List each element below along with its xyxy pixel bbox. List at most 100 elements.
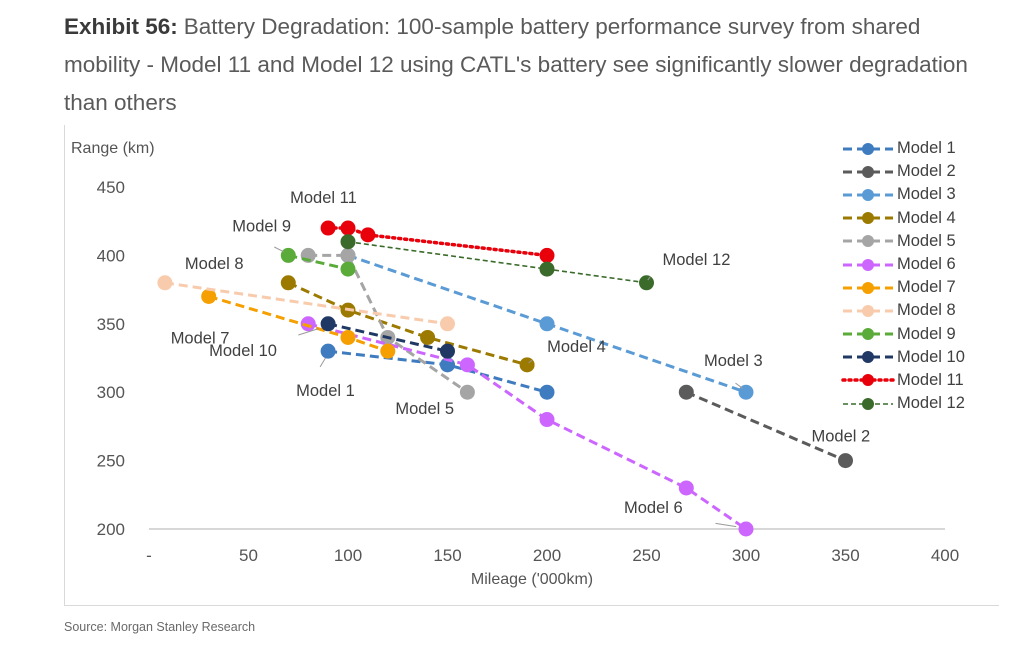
model-9-leader-line — [274, 246, 285, 253]
model-1-leader-line — [319, 357, 326, 368]
chart-legend: Model 1 Model 2 Model 3 Model 4 Model 5 Model… — [841, 137, 991, 415]
legend-label: Model 4 — [897, 208, 956, 227]
legend-swatch-model-2 — [843, 165, 893, 178]
model-1-point — [539, 384, 555, 400]
model-6-leader-line — [715, 522, 737, 528]
legend-marker-model-3 — [862, 188, 874, 201]
y-tick-label: 400 — [97, 246, 125, 265]
legend-marker-model-5 — [862, 235, 874, 248]
model-4-point — [519, 357, 535, 373]
model-5-point — [340, 247, 356, 263]
legend-label: Model 3 — [897, 185, 956, 204]
x-tick-label: 400 — [931, 546, 959, 565]
model-6-point — [300, 316, 316, 332]
x-tick-label: 250 — [632, 546, 660, 565]
legend-marker-model-10 — [862, 351, 874, 364]
model-8-annotation: Model 8 — [185, 255, 244, 273]
model-10-annotation: Model 10 — [209, 342, 277, 360]
model-4-point — [280, 275, 296, 291]
model-2-annotation: Model 2 — [812, 428, 871, 446]
model-12-annotation: Model 12 — [663, 251, 731, 269]
y-tick-label: 200 — [97, 520, 125, 539]
legend-swatch-model-7 — [843, 281, 893, 294]
legend-marker-model-1 — [862, 142, 874, 155]
legend-swatch-model-10 — [843, 351, 893, 364]
model-5-line — [308, 253, 469, 394]
legend-label: Model 2 — [897, 162, 956, 181]
legend-marker-model-9 — [862, 328, 874, 341]
y-tick-label: 300 — [97, 383, 125, 402]
y-tick-label: 450 — [97, 178, 125, 197]
legend-swatch-model-4 — [843, 212, 893, 225]
model-2-point — [838, 453, 853, 469]
model-7-point — [340, 329, 356, 345]
model-1-annotation: Model 1 — [296, 382, 355, 400]
model-12-point — [340, 234, 356, 250]
x-tick-label: - — [146, 546, 152, 565]
model-6-point — [678, 480, 694, 496]
x-tick-label: 350 — [831, 546, 859, 565]
legend-label: Model 7 — [897, 278, 956, 297]
model-1-point — [320, 343, 336, 359]
legend-label: Model 6 — [897, 255, 956, 274]
legend-marker-model-4 — [862, 212, 874, 225]
model-7-annotation: Model 7 — [171, 329, 230, 347]
exhibit-label: Exhibit 56: — [64, 14, 178, 39]
model-12-leader-line — [647, 276, 651, 281]
model-12-line — [347, 240, 647, 284]
legend-item-model-1: Model 1 — [841, 137, 991, 160]
model-9-line — [287, 253, 349, 271]
model-4-annotation: Model 4 — [547, 338, 606, 356]
legend-label: Model 11 — [897, 370, 964, 389]
model-6-point — [459, 357, 475, 373]
model-3-leader-line — [735, 382, 743, 389]
model-6-point — [738, 521, 754, 537]
model-10-point — [320, 316, 336, 332]
legend-item-model-7: Model 7 — [841, 276, 991, 299]
source-note: Source: Morgan Stanley Research — [64, 620, 256, 634]
legend-marker-model-6 — [862, 258, 874, 271]
x-tick-label: 200 — [533, 546, 561, 565]
model-11-point — [539, 247, 555, 263]
model-10-point — [440, 343, 455, 359]
legend-marker-model-8 — [862, 304, 874, 317]
model-6-annotation: Model 6 — [624, 499, 683, 517]
legend-item-model-12: Model 12 — [841, 392, 991, 415]
exhibit-title: Battery Degradation: 100-sample battery … — [64, 14, 968, 115]
legend-marker-model-12 — [862, 397, 874, 410]
legend-swatch-model-6 — [843, 258, 893, 271]
legend-item-model-8: Model 8 — [841, 299, 991, 322]
x-tick-label: 100 — [334, 546, 362, 565]
x-tick-label: 300 — [732, 546, 760, 565]
x-tick-label: 150 — [433, 546, 461, 565]
legend-swatch-model-5 — [843, 235, 893, 248]
legend-swatch-model-3 — [843, 188, 893, 201]
model-10-leader-line — [298, 328, 319, 336]
legend-marker-model-2 — [862, 165, 874, 178]
legend-item-model-6: Model 6 — [841, 253, 991, 276]
legend-marker-model-11 — [862, 374, 874, 387]
legend-swatch-model-9 — [843, 328, 893, 341]
legend-item-model-3: Model 3 — [841, 183, 991, 206]
y-tick-label: 250 — [97, 452, 125, 471]
model-12-point — [639, 275, 654, 291]
legend-marker-model-7 — [862, 281, 874, 294]
model-11-point — [360, 227, 376, 243]
model-11-point — [320, 220, 336, 236]
exhibit-header: Exhibit 56: Battery Degradation: 100-samp… — [64, 8, 994, 122]
model-8-point — [157, 275, 173, 291]
legend-label: Model 1 — [897, 139, 956, 158]
model-6-point — [539, 412, 555, 428]
legend-item-model-10: Model 10 — [841, 346, 991, 369]
legend-swatch-model-8 — [843, 304, 893, 317]
model-12-point — [539, 261, 555, 277]
legend-swatch-model-1 — [843, 142, 893, 155]
legend-label: Model 8 — [897, 301, 956, 320]
model-3-annotation: Model 3 — [704, 352, 763, 370]
legend-label: Model 5 — [897, 231, 956, 250]
model-5-point — [459, 384, 475, 400]
model-9-annotation: Model 9 — [232, 217, 291, 235]
model-11-line — [326, 226, 549, 258]
model-10-line — [327, 322, 448, 353]
model-4-line — [287, 281, 528, 367]
